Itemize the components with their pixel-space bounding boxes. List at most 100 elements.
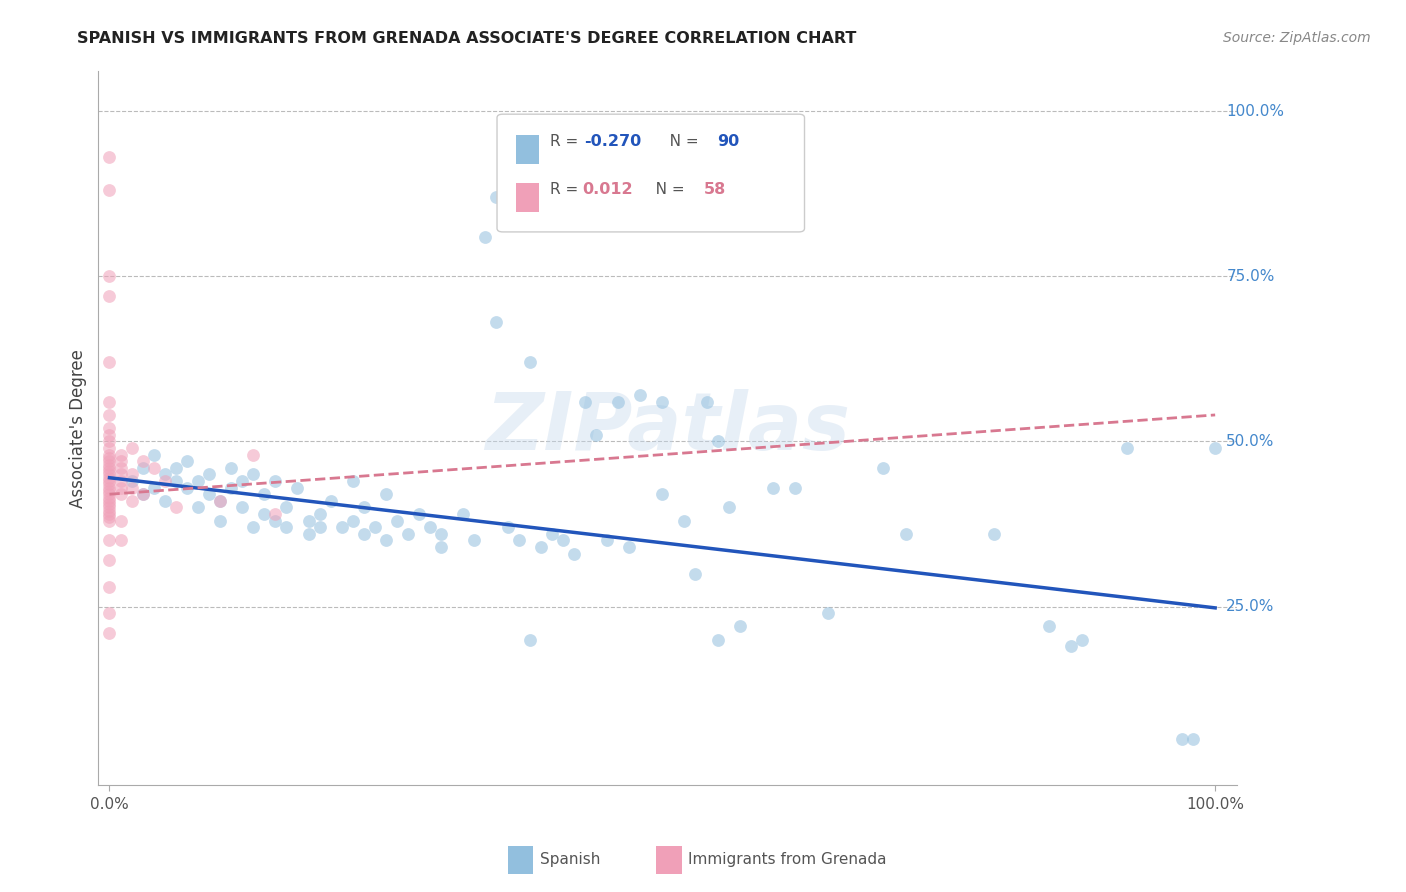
FancyBboxPatch shape (498, 114, 804, 232)
Point (209, 514, 232, 528)
Point (253, 507, 276, 521)
Point (110, 448, 132, 462)
Point (453, 507, 475, 521)
Point (297, 527, 319, 541)
Point (187, 474, 209, 488)
Point (131, 487, 153, 501)
Point (519, 632, 541, 647)
Point (308, 520, 330, 534)
Point (110, 487, 132, 501)
Point (142, 460, 165, 475)
Point (98, 626, 121, 640)
Text: R =: R = (550, 182, 588, 196)
Point (98, 460, 121, 475)
Point (165, 474, 187, 488)
Point (98, 150, 121, 164)
Point (264, 507, 287, 521)
Y-axis label: Associate's Degree: Associate's Degree (69, 349, 87, 508)
Point (98, 491, 121, 505)
Point (98, 467, 121, 482)
Point (430, 527, 453, 541)
Point (353, 500, 375, 515)
Point (342, 514, 364, 528)
Point (783, 481, 806, 495)
Point (551, 533, 574, 548)
Point (463, 533, 485, 548)
Point (1038, 619, 1060, 633)
Point (98, 289, 121, 303)
Point (894, 527, 917, 541)
Point (165, 500, 187, 515)
Point (176, 481, 198, 495)
Point (617, 540, 640, 554)
Point (198, 487, 221, 501)
Point (540, 527, 562, 541)
Text: 50.0%: 50.0% (1226, 434, 1275, 449)
Point (98, 553, 121, 567)
Point (242, 520, 264, 534)
Text: -0.270: -0.270 (585, 134, 641, 149)
Point (651, 487, 673, 501)
Point (287, 481, 309, 495)
Point (98, 458, 121, 472)
Point (131, 454, 153, 468)
Point (98, 427, 121, 442)
Point (110, 467, 132, 482)
Point (153, 493, 176, 508)
Point (121, 467, 143, 482)
Point (98, 497, 121, 511)
Text: Source: ZipAtlas.com: Source: ZipAtlas.com (1223, 31, 1371, 45)
Point (153, 467, 176, 482)
Point (98, 183, 121, 197)
Point (187, 500, 209, 515)
Point (1171, 731, 1194, 746)
Point (408, 507, 430, 521)
Point (142, 481, 165, 495)
Point (1204, 441, 1226, 455)
Point (242, 467, 264, 482)
FancyBboxPatch shape (657, 846, 682, 874)
Text: N =: N = (655, 134, 703, 149)
Point (330, 520, 353, 534)
Point (706, 632, 728, 647)
Point (98, 507, 121, 521)
Point (474, 229, 496, 244)
Point (165, 460, 187, 475)
Point (673, 514, 696, 528)
Point (253, 487, 276, 501)
Point (131, 487, 153, 501)
Point (110, 514, 132, 528)
Point (872, 460, 894, 475)
Point (242, 448, 264, 462)
Point (342, 474, 364, 488)
Point (98, 448, 121, 462)
Point (585, 427, 607, 442)
Point (264, 514, 287, 528)
Point (276, 500, 298, 515)
Point (1182, 731, 1205, 746)
Point (319, 493, 342, 508)
Point (276, 520, 298, 534)
FancyBboxPatch shape (516, 135, 538, 164)
Text: 58: 58 (704, 182, 725, 196)
Point (574, 394, 596, 409)
Point (98, 493, 121, 508)
Text: 0.012: 0.012 (582, 182, 633, 196)
Point (209, 493, 232, 508)
FancyBboxPatch shape (516, 183, 538, 212)
Point (98, 441, 121, 455)
Point (153, 474, 176, 488)
Point (110, 460, 132, 475)
Point (142, 448, 165, 462)
Point (98, 408, 121, 422)
Point (98, 434, 121, 449)
Point (121, 474, 143, 488)
Point (1115, 441, 1137, 455)
Point (530, 540, 553, 554)
Point (98, 580, 121, 594)
Point (98, 450, 121, 465)
Point (364, 520, 387, 534)
Point (231, 474, 253, 488)
Point (308, 507, 330, 521)
Point (98, 394, 121, 409)
